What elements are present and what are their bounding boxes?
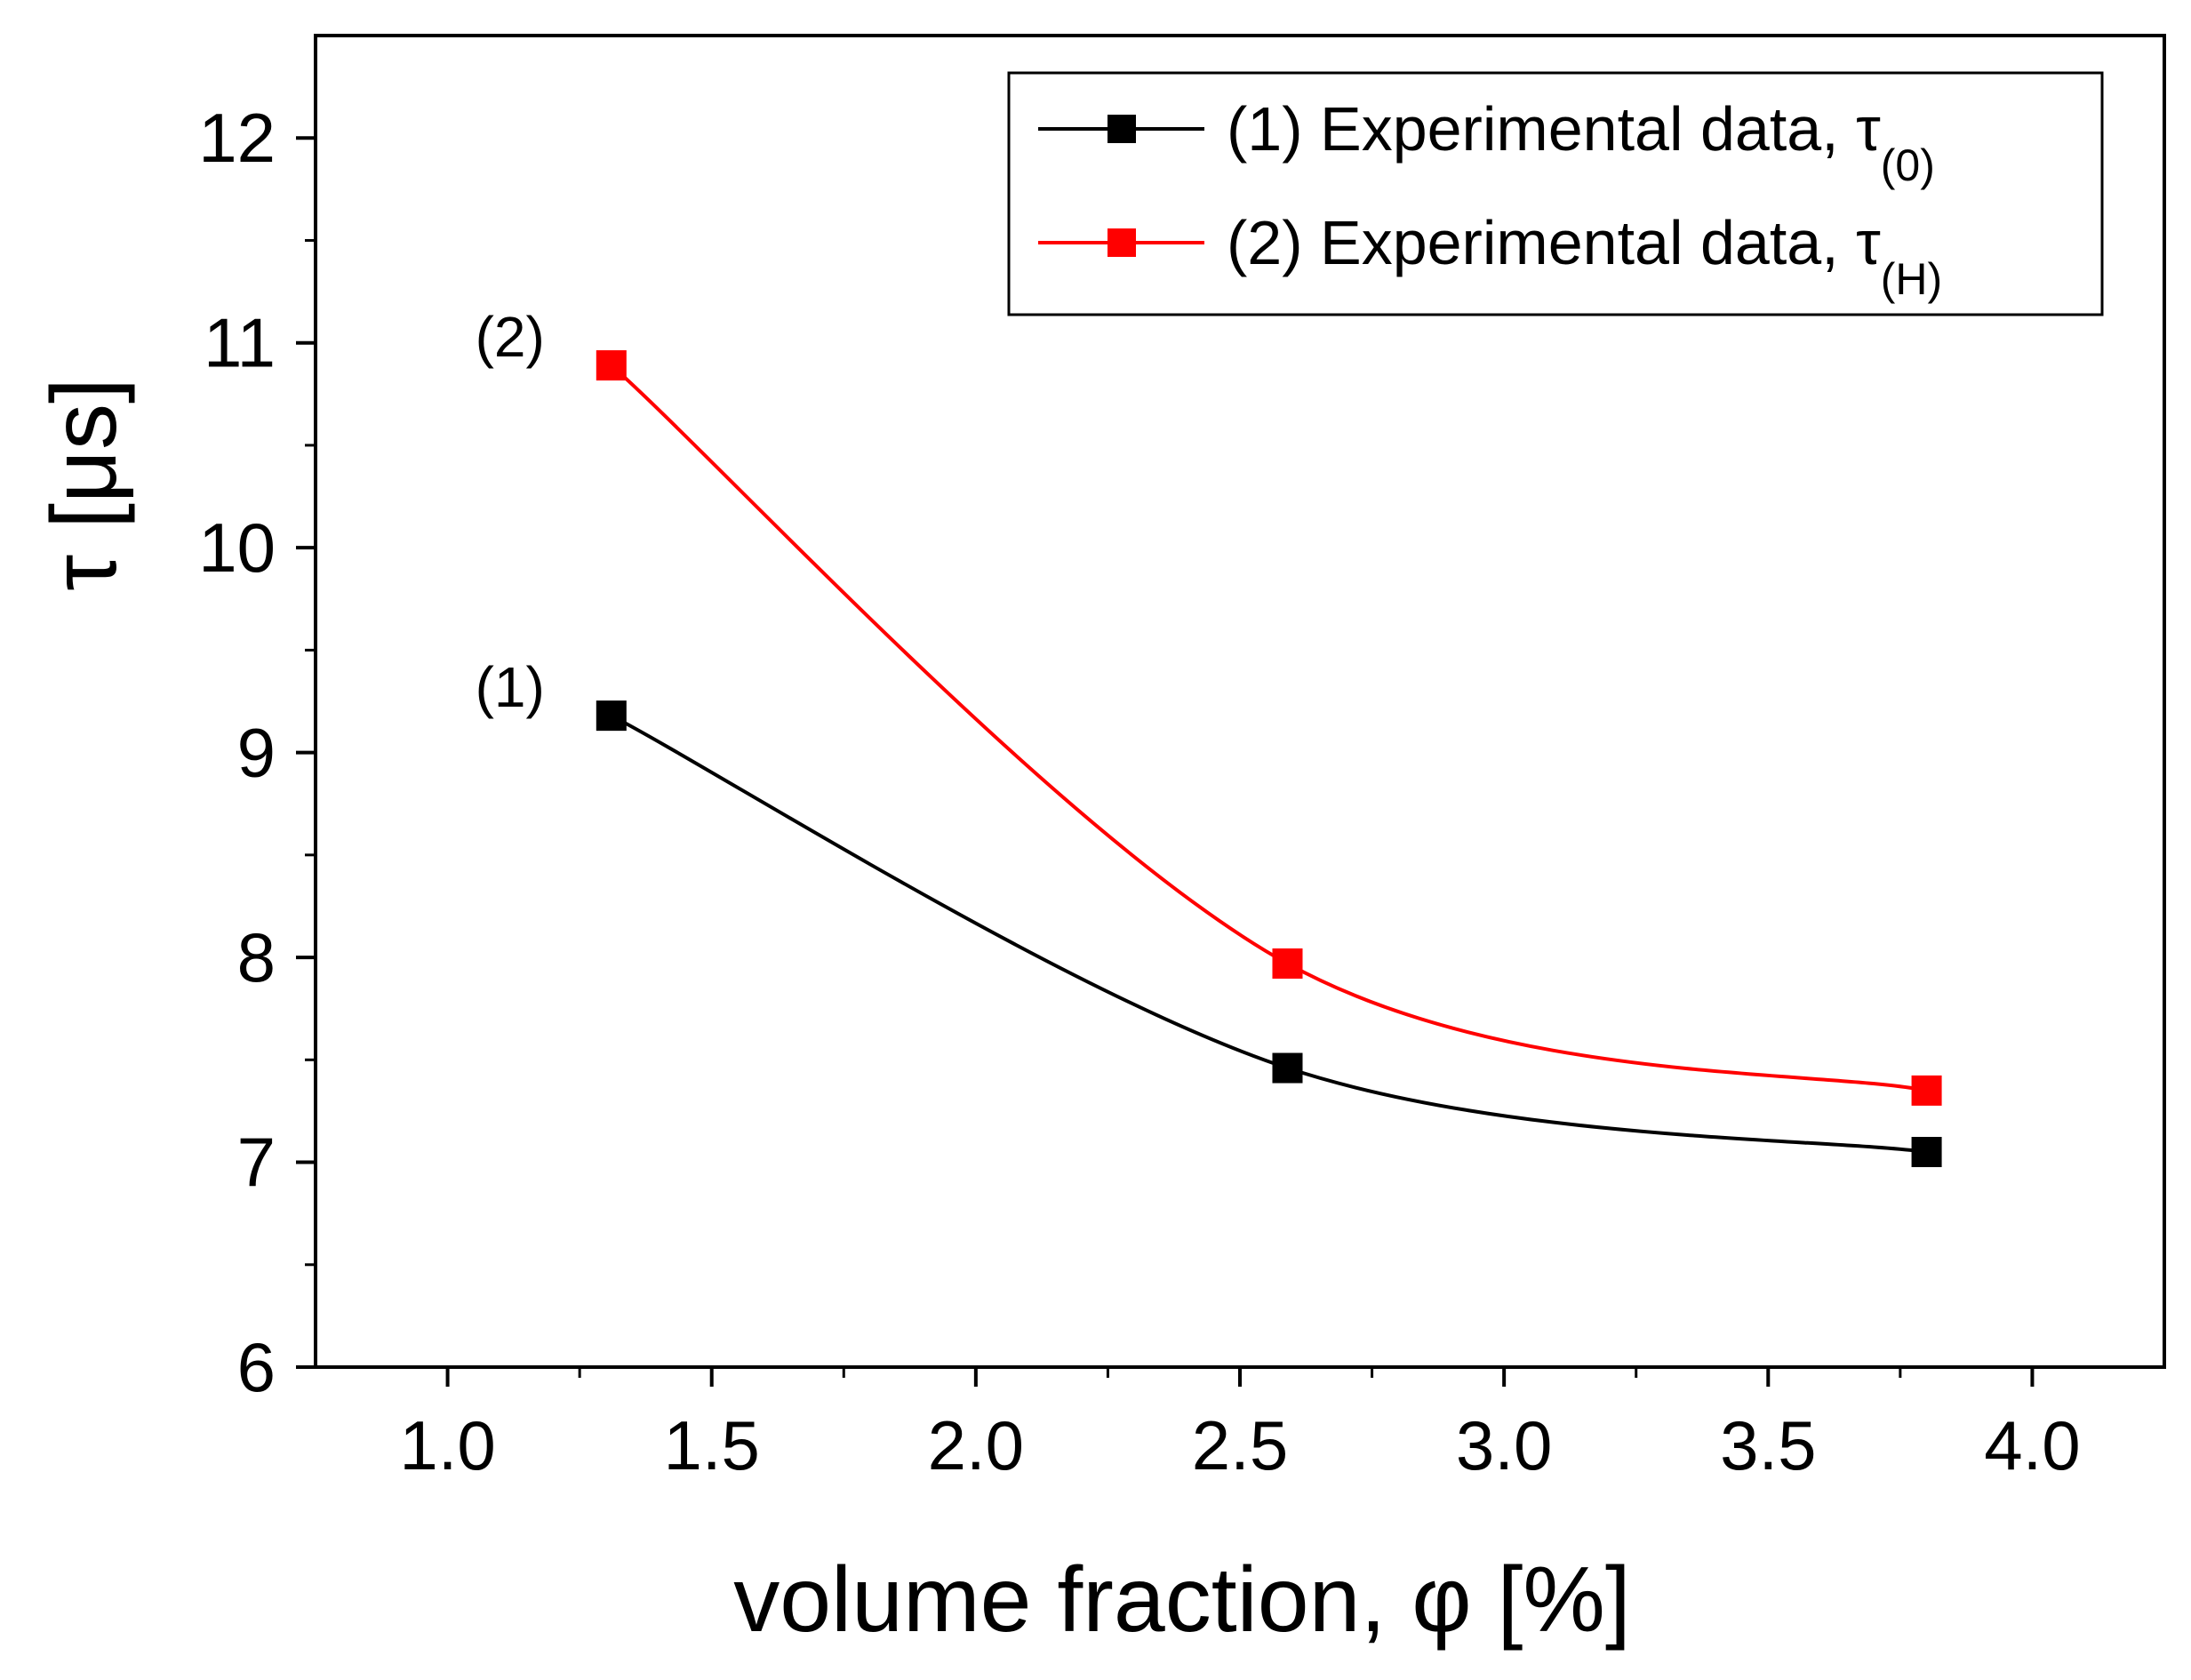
x-tick-label: 4.0 bbox=[1984, 1406, 2080, 1484]
series-marker bbox=[1911, 1137, 1942, 1168]
y-tick-label: 7 bbox=[237, 1124, 276, 1202]
x-tick-label: 1.5 bbox=[663, 1406, 759, 1484]
ticks: 1.0 1.5 2.0 2.5 3.0 3.5 4.0 6 7 8 9 10 11 12 bbox=[198, 99, 2080, 1484]
y-tick-label: 9 bbox=[237, 714, 276, 792]
x-tick-label: 3.5 bbox=[1720, 1406, 1816, 1484]
legend-box bbox=[1007, 71, 2104, 316]
x-tick-label: 2.5 bbox=[1192, 1406, 1288, 1484]
series-annotation: (1) bbox=[476, 655, 545, 719]
x-tick-label: 2.0 bbox=[928, 1406, 1024, 1484]
series-marker bbox=[596, 700, 627, 732]
series-line bbox=[610, 714, 1927, 1155]
legend-marker bbox=[1107, 115, 1136, 143]
y-tick-label: 11 bbox=[204, 304, 276, 382]
y-axis-title: τ [μs] bbox=[33, 378, 136, 591]
series-line bbox=[610, 364, 1927, 1092]
legend-subscript: (H) bbox=[1881, 254, 1942, 304]
legend-subscript: (0) bbox=[1881, 140, 1935, 190]
y-tick-label: 6 bbox=[237, 1328, 276, 1406]
x-tick-label: 3.0 bbox=[1456, 1406, 1552, 1484]
legend: (1) Experimental data, τ(0)(2) Experimen… bbox=[1007, 71, 2104, 316]
series-layer: (1) (2) bbox=[476, 305, 1942, 1168]
series-marker bbox=[1272, 1052, 1303, 1084]
y-tick-label: 12 bbox=[198, 99, 276, 177]
y-tick-label: 8 bbox=[237, 918, 276, 996]
series-annotation: (2) bbox=[476, 305, 545, 369]
y-tick-label: 10 bbox=[198, 508, 276, 587]
series-marker bbox=[1272, 948, 1303, 979]
x-tick-label: 1.0 bbox=[399, 1406, 495, 1484]
series-marker bbox=[596, 350, 627, 381]
x-axis-title: volume fraction, φ [%] bbox=[733, 1548, 1631, 1652]
series-marker bbox=[1911, 1075, 1942, 1106]
legend-marker bbox=[1107, 228, 1136, 257]
